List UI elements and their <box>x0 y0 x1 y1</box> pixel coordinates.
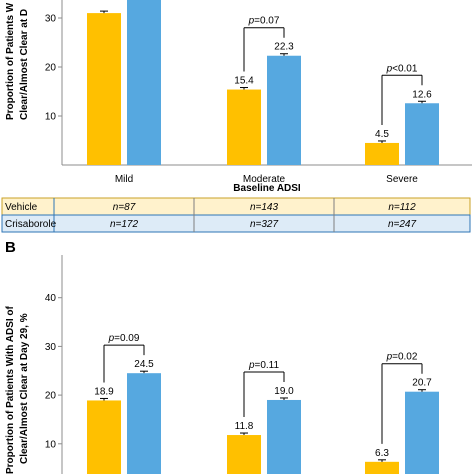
p-symbol: p <box>108 333 115 344</box>
panel-b-ylabel-line2: Clear/Almost Clear at Day 29, % <box>19 313 30 464</box>
bar-vehicle <box>365 461 399 474</box>
table-cell: n=87 <box>113 202 136 213</box>
bar-crisaborole <box>267 55 301 166</box>
y-tick-label: 30 <box>45 342 57 353</box>
p-symbol: p <box>386 63 393 74</box>
bar-vehicle <box>87 400 121 474</box>
data-label: 11.8 <box>235 421 254 432</box>
p-value-label: p=0.07 <box>248 16 280 27</box>
panel-b-letter: B <box>5 239 16 256</box>
table-cell: n=172 <box>110 219 139 230</box>
p-value: =0.09 <box>114 333 140 344</box>
table-cell: n=247 <box>388 219 417 230</box>
p-symbol: p <box>386 352 393 363</box>
p-value: <0.01 <box>392 63 418 74</box>
category-label: Mild <box>115 174 133 185</box>
p-value: =0.07 <box>254 16 280 27</box>
p-value-label: p<0.01 <box>386 63 418 74</box>
p-value: =0.02 <box>392 352 418 363</box>
data-label: 20.7 <box>412 378 432 389</box>
data-label: 18.9 <box>94 386 114 397</box>
data-label: 19.0 <box>274 386 294 397</box>
bar-crisaborole <box>405 103 439 165</box>
p-value: =0.11 <box>255 360 280 371</box>
n-table: Vehicle n=87 n=143 n=112 Crisaborole n=1… <box>1 197 471 233</box>
category-label: Moderate <box>243 174 286 185</box>
y-tick-label: 30 <box>45 14 57 25</box>
panel-a-ylabel-line2: Clear/Almost Clear at D <box>19 9 30 120</box>
panel-a-plot: 102030Mild15.422.3p=0.07Moderate4.512.6p… <box>45 0 472 185</box>
table-cell: n=327 <box>250 219 279 230</box>
category-label: Severe <box>386 174 418 185</box>
table-row-label-crisaborole: Crisaborole <box>5 219 57 230</box>
panel-a-ylabel-line1: Proportion of Patients W <box>5 2 16 120</box>
y-tick-label: 10 <box>45 439 57 450</box>
data-label: 22.3 <box>274 42 294 53</box>
table-cell: n=143 <box>250 202 279 213</box>
p-symbol: p <box>248 360 255 371</box>
panel-b-plot: 1020304018.924.5p=0.0911.819.0p=0.116.32… <box>45 255 439 474</box>
y-tick-label: 10 <box>45 112 57 123</box>
bar-crisaborole <box>267 399 301 474</box>
bar-vehicle <box>365 142 399 165</box>
p-value-label: p=0.02 <box>386 352 418 363</box>
p-symbol: p <box>248 16 255 27</box>
p-value-label: p=0.11 <box>248 360 280 371</box>
y-tick-label: 20 <box>45 391 57 402</box>
table-cell: n=112 <box>388 202 416 213</box>
y-tick-label: 40 <box>45 293 57 304</box>
data-label: 4.5 <box>375 129 389 140</box>
bar-crisaborole <box>127 0 161 165</box>
data-label: 15.4 <box>234 76 254 87</box>
bar-crisaborole <box>405 391 439 474</box>
panel-a-xlabel: Baseline ADSI <box>233 183 301 194</box>
data-label: 6.3 <box>375 448 389 459</box>
bar-vehicle <box>227 435 261 474</box>
bar-vehicle <box>227 89 261 165</box>
p-value-label: p=0.09 <box>108 333 140 344</box>
bar-crisaborole <box>127 373 161 474</box>
table-row-crisaborole-bg <box>1 214 471 233</box>
panel-b-ylabel-line1: Proportion of Patients With ADSI of <box>5 305 16 474</box>
data-label: 12.6 <box>412 89 432 100</box>
table-row-label-vehicle: Vehicle <box>5 202 38 213</box>
bar-vehicle <box>87 13 121 165</box>
data-label: 24.5 <box>134 359 154 370</box>
y-tick-label: 20 <box>45 63 57 74</box>
